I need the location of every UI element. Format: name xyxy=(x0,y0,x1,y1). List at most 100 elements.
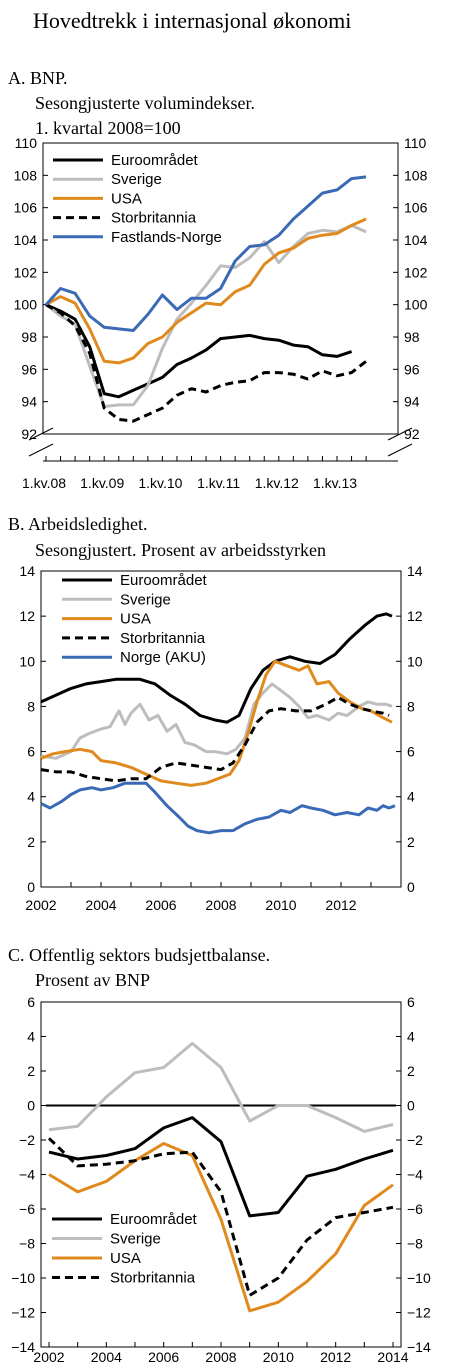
chart-a-ytick-label-left: 94 xyxy=(21,394,37,410)
chart-b-ytick-label-right: 10 xyxy=(407,653,423,669)
chart-c-series-storbritannia xyxy=(47,1137,394,1297)
chart-a-axis-break-left xyxy=(28,443,54,457)
chart-b-ytick-label-right: 12 xyxy=(407,608,423,624)
chart-a-plot-frame xyxy=(42,142,399,435)
chart-c-plot-frame xyxy=(40,1001,402,1348)
chart-a-legend-label-usa: USA xyxy=(111,190,142,207)
chart-c-ytick-label-left: −6 xyxy=(19,1201,35,1217)
page-title: Hovedtrekk i internasjonal økonomi xyxy=(33,8,352,33)
chart-b-series-storbritannia xyxy=(40,695,390,783)
chart-c-ytick-label-right: 2 xyxy=(407,1063,415,1079)
chart-c-title: C. Offentlig sektors budsjettbalanse. xyxy=(8,945,271,965)
chart-b-xtick-label: 2010 xyxy=(265,897,296,913)
chart-c-ytick-label-left: 0 xyxy=(27,1098,35,1114)
chart-a-series-fastlands-norge xyxy=(44,175,367,332)
chart-a-ytick-label-right: 98 xyxy=(404,329,420,345)
chart-a-ytick-label-left: 110 xyxy=(15,135,38,151)
chart-a-xtick-label: 1.kv.10 xyxy=(138,475,182,491)
chart-b-xtick-label: 2002 xyxy=(25,897,56,913)
chart-c-ytick-label-right: −12 xyxy=(407,1305,431,1321)
chart-c-ytick-label-left: 4 xyxy=(27,1029,35,1045)
chart-a-ytick-label-right: 104 xyxy=(404,232,428,248)
chart-a-xtick-label: 1.kv.13 xyxy=(313,475,357,491)
chart-c-subtitle-1: Prosent av BNP xyxy=(35,970,151,990)
chart-a-xtick-label: 1.kv.11 xyxy=(197,475,240,491)
chart-b-title: B. Arbeidsledighet. xyxy=(8,514,148,534)
chart-b-ytick-label-right: 2 xyxy=(407,834,415,850)
chart-a-ytick-label-right: 110 xyxy=(404,135,427,151)
chart-b-ytick-label-left: 4 xyxy=(27,789,35,805)
chart-b-ytick-label-right: 14 xyxy=(407,563,423,579)
chart-a-axis-break-left xyxy=(28,427,54,441)
chart-c-legend-label-usa: USA xyxy=(110,1250,141,1267)
chart-b-ytick-label-left: 10 xyxy=(19,653,35,669)
chart-b-legend-label-sverige: Sverige xyxy=(120,591,171,608)
chart-a-ytick-label-left: 98 xyxy=(21,329,37,345)
chart-a-xtick-label: 1.kv.09 xyxy=(80,475,124,491)
chart-b-unemployment: 0 0 2 2 4 4 6 6 8 8 10 10 12 12 14 14 2002 2004 2006 2008 20… xyxy=(19,563,423,913)
chart-c-xtick-label: 2002 xyxy=(33,1349,64,1365)
chart-c-ytick-label-right: 6 xyxy=(407,994,415,1010)
chart-c-xtick-label: 2012 xyxy=(320,1349,351,1365)
chart-b-ytick-label-right: 8 xyxy=(407,698,415,714)
chart-a-ytick-label-right: 94 xyxy=(404,394,420,410)
chart-c-xtick-label: 2004 xyxy=(91,1349,122,1365)
chart-a-series-euroomradet xyxy=(45,303,353,399)
chart-c-ytick-label-left: 2 xyxy=(27,1063,35,1079)
chart-c-ytick-label-left: −4 xyxy=(19,1167,35,1183)
chart-c-ytick-label-left: −12 xyxy=(11,1305,35,1321)
chart-a-ytick-label-left: 100 xyxy=(14,297,38,313)
chart-a-ytick-label-right: 106 xyxy=(404,200,428,216)
chart-a-subtitle-1: Sesongjusterte volumindekser. xyxy=(35,93,255,113)
chart-a-legend-label-storbritannia: Storbritannia xyxy=(111,210,197,227)
chart-a-xtick-label: 1.kv.12 xyxy=(255,475,299,491)
chart-b-series-usa xyxy=(40,659,393,787)
chart-a-ytick-label-left: 106 xyxy=(14,200,38,216)
chart-a-series-storbritannia xyxy=(45,303,368,423)
chart-c-ytick-label-right: 0 xyxy=(407,1098,415,1114)
chart-c-xtick-label: 2014 xyxy=(377,1349,408,1365)
chart-b-xtick-label: 2012 xyxy=(325,897,356,913)
chart-b-ytick-label-right: 6 xyxy=(407,744,415,760)
chart-c-ytick-label-left: −2 xyxy=(19,1132,35,1148)
chart-b-legend-label-norge-aku: Norge (AKU) xyxy=(120,649,206,666)
chart-a-axis-break-right xyxy=(387,443,413,457)
chart-a-ytick-label-right: 102 xyxy=(404,264,428,280)
chart-c-legend-label-storbritannia: Storbritannia xyxy=(110,1270,196,1287)
chart-b-xtick-label: 2008 xyxy=(205,897,236,913)
chart-b-legend-label-euroomradet: Euroområdet xyxy=(120,572,208,589)
chart-c-xtick-label: 2006 xyxy=(148,1349,179,1365)
chart-c-series-euroomradet xyxy=(48,1116,394,1218)
chart-c-ytick-label-right: 4 xyxy=(407,1029,415,1045)
chart-a-title: A. BNP. xyxy=(8,68,68,88)
chart-c-ytick-label-left: −10 xyxy=(11,1270,35,1286)
chart-c-ytick-label-right: −2 xyxy=(407,1132,423,1148)
chart-c-legend-label-euroomradet: Euroområdet xyxy=(110,1211,198,1228)
chart-a-ytick-label-right: 108 xyxy=(404,167,428,183)
chart-a-xtick-label: 1.kv.08 xyxy=(22,475,66,491)
chart-c-ytick-label-left: 6 xyxy=(27,994,35,1010)
chart-b-series-euroomradet xyxy=(40,612,393,724)
chart-b-xtick-label: 2004 xyxy=(85,897,116,913)
chart-c-ytick-label-left: −8 xyxy=(19,1236,35,1252)
chart-c-ytick-label-left: −14 xyxy=(11,1339,35,1355)
chart-b-ytick-label-left: 14 xyxy=(19,563,35,579)
chart-b-series-norge-aku xyxy=(40,781,396,835)
chart-a-ytick-label-left: 96 xyxy=(21,361,37,377)
chart-b-ytick-label-left: 8 xyxy=(27,698,35,714)
chart-b-ytick-label-right: 0 xyxy=(407,879,415,895)
chart-a-axis-break-right xyxy=(387,427,413,441)
chart-b-ytick-label-left: 0 xyxy=(27,879,35,895)
chart-b-legend-label-usa: USA xyxy=(120,611,151,628)
chart-b-legend-label-storbritannia: Storbritannia xyxy=(120,630,206,647)
chart-c-ytick-label-right: −8 xyxy=(407,1236,423,1252)
chart-c-xtick-label: 2008 xyxy=(205,1349,236,1365)
chart-b-ytick-label-left: 2 xyxy=(27,834,35,850)
chart-a-subtitle-2: 1. kvartal 2008=100 xyxy=(35,118,181,138)
chart-c-xtick-label: 2010 xyxy=(263,1349,294,1365)
chart-c-series-sverige xyxy=(48,1041,394,1133)
chart-c-ytick-label-right: −14 xyxy=(407,1339,431,1355)
chart-a-legend-label-sverige: Sverige xyxy=(111,171,162,188)
chart-b-ytick-label-right: 4 xyxy=(407,789,415,805)
